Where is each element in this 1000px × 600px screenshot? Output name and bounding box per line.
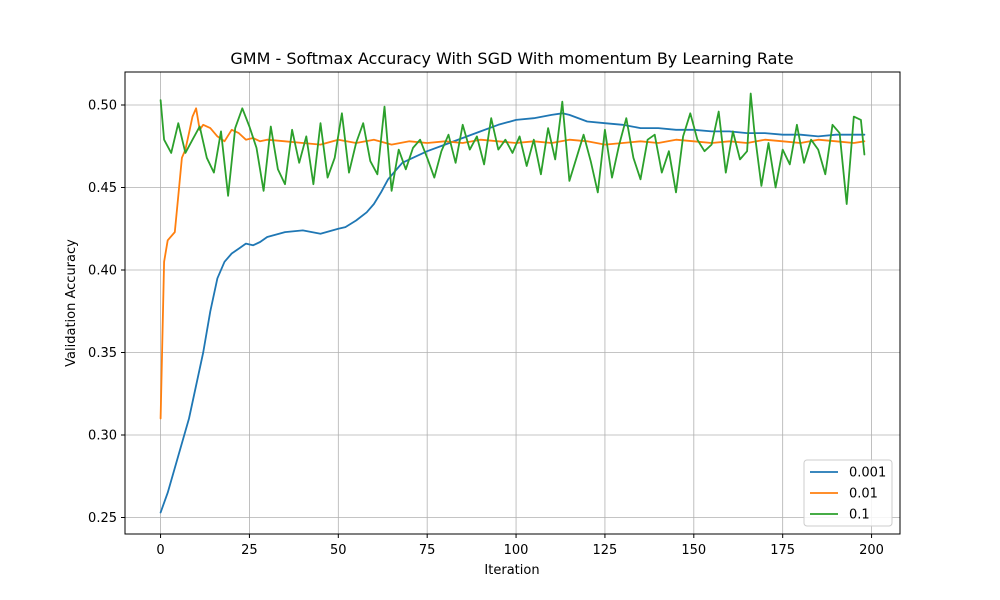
- y-tick-label-1: 0.30: [88, 429, 117, 444]
- series-lines: [159, 92, 866, 514]
- y-tick-label-3: 0.40: [88, 264, 117, 279]
- x-axis-label: Iteration: [484, 563, 539, 578]
- y-axis-label: Validation Accuracy: [64, 239, 79, 367]
- series-line-0.1: [159, 92, 866, 205]
- y-tick-label-5: 0.50: [88, 99, 117, 114]
- y-tick-label-4: 0.45: [88, 181, 117, 196]
- plot-frame: [124, 71, 901, 535]
- x-tick-label-2: 50: [330, 543, 347, 558]
- axis-ticks: 0 25 50 75 100 125 150 175 200 0.25 0.30 0.35 0.40 0.…: [88, 99, 884, 559]
- legend-label-0.001: 0.001: [849, 466, 886, 481]
- x-tick-label-1: 25: [241, 543, 258, 558]
- x-tick-label-4: 100: [504, 543, 529, 558]
- x-tick-label-8: 200: [859, 543, 884, 558]
- x-tick-label-5: 125: [593, 543, 618, 558]
- legend-box: [803, 459, 893, 527]
- x-tick-label-0: 0: [156, 543, 164, 558]
- x-tick-label-3: 75: [419, 543, 436, 558]
- chart-title: GMM - Softmax Accuracy With SGD With mom…: [230, 49, 793, 68]
- x-tick-label-7: 175: [770, 543, 795, 558]
- y-tick-label-2: 0.35: [88, 346, 117, 361]
- legend-label-0.1: 0.1: [849, 508, 870, 523]
- x-tick-label-6: 150: [681, 543, 706, 558]
- legend: 0.001 0.01 0.1: [803, 459, 893, 527]
- y-tick-label-0: 0.25: [88, 511, 117, 526]
- legend-label-0.01: 0.01: [849, 487, 878, 502]
- series-line-0.001: [159, 112, 866, 514]
